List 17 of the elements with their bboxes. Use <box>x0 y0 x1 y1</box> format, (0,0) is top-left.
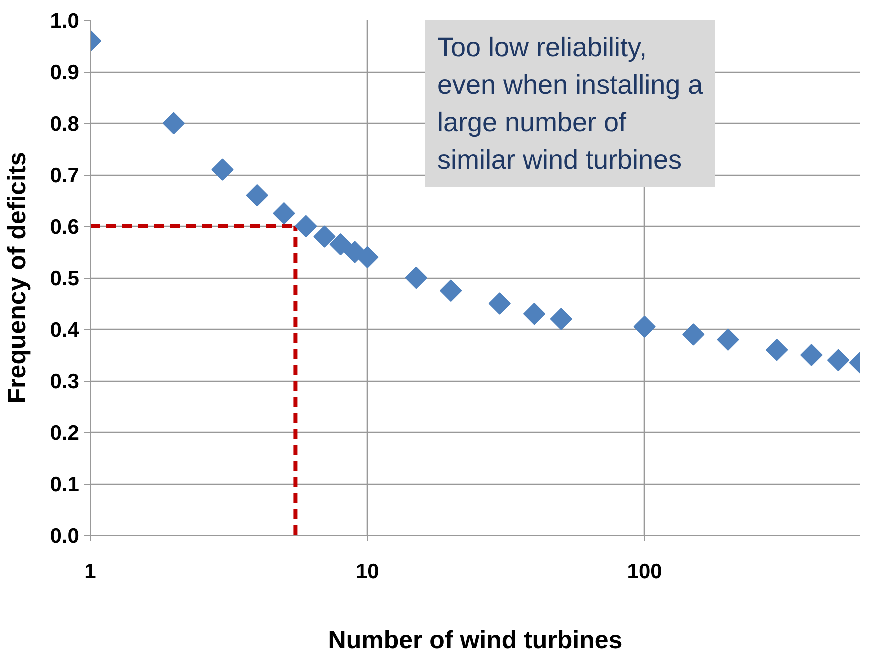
x-axis-title: Number of wind turbines <box>328 626 623 654</box>
y-tick-label: 0.3 <box>50 370 80 394</box>
y-tick-label: 0.0 <box>50 525 80 548</box>
y-tick-label: 1.0 <box>50 10 80 33</box>
y-tick-label: 0.7 <box>50 164 80 188</box>
y-tick-label: 0.8 <box>50 113 80 136</box>
y-tick-label: 0.4 <box>50 319 80 342</box>
y-tick-label: 0.5 <box>50 268 80 290</box>
x-tick-label: 100 <box>627 560 662 584</box>
annotation: Too low reliability, even when installing a large number of similar wind turbines <box>437 32 704 175</box>
x-tick-label: 1 <box>84 560 97 584</box>
x-tick-label: 10 <box>356 560 380 584</box>
y-tick-label: 0.9 <box>50 62 80 84</box>
y-tick-label: 0.6 <box>50 216 80 239</box>
y-axis-title: Frequency of deficits <box>3 152 32 404</box>
y-tick-label: 0.2 <box>50 422 80 445</box>
y-tick-label: 0.1 <box>50 474 80 496</box>
